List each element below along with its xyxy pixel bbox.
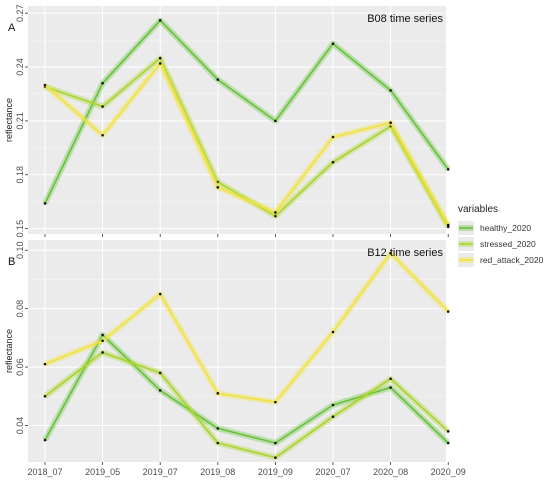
data-point: [389, 124, 392, 128]
data-point: [158, 371, 162, 375]
data-point: [446, 168, 450, 171]
y-tick-label: 0.08: [15, 300, 25, 318]
data-point: [216, 441, 220, 445]
y-tick-label: 0.06: [15, 358, 25, 376]
legend: variables healthy_2020 stressed_2020 red_at…: [458, 204, 544, 267]
series-line-stressed_2020: [44, 351, 449, 459]
data-point: [331, 160, 335, 164]
y-tick-label: 0.24: [15, 58, 25, 76]
legend-item-stressed_2020: stressed_2020: [480, 239, 536, 249]
data-point: [446, 441, 450, 445]
x-tick-label: 2020_07: [315, 467, 350, 477]
data-point: [216, 427, 220, 430]
panel-B: 0.04 0.06 0.08 0.10 2018_07 2019_05 2019_07 201…: [4, 240, 466, 477]
y-tick-label: 0.04: [15, 417, 25, 435]
data-point: [101, 333, 104, 337]
data-point: [389, 377, 392, 381]
data-point: [101, 351, 104, 354]
data-point: [216, 186, 220, 189]
y-axis-label: reflectance: [4, 98, 14, 142]
data-point: [101, 133, 104, 137]
data-point: [43, 362, 47, 366]
x-tick-label: 2018_07: [27, 467, 62, 477]
series-line-red_attack_2020: [44, 252, 449, 403]
x-tick-label: 2019_09: [258, 467, 293, 477]
legend-item-healthy_2020: healthy_2020: [480, 223, 531, 233]
data-point: [158, 389, 162, 392]
y-tick-label: 0.18: [15, 166, 25, 184]
data-point: [274, 214, 277, 218]
data-point: [158, 56, 162, 60]
legend-item-red_attack_2020: red_attack_2020: [480, 255, 544, 265]
x-tick-label: 2019_05: [85, 467, 120, 477]
x-tick-label: 2020_08: [373, 467, 408, 477]
y-axis-label: reflectance: [4, 329, 14, 373]
data-point: [274, 400, 277, 404]
data-point: [389, 251, 392, 255]
data-point: [389, 121, 392, 124]
data-point: [389, 89, 392, 92]
data-point: [331, 135, 335, 139]
series-line-red_attack_2020: [44, 62, 449, 226]
data-point: [274, 211, 277, 214]
series-line-healthy_2020: [44, 19, 449, 204]
y-tick-label: 0.15: [15, 220, 25, 238]
data-point: [274, 119, 277, 123]
data-point: [446, 223, 450, 227]
data-point: [331, 415, 335, 419]
data-point: [158, 19, 162, 22]
data-point: [43, 394, 47, 398]
data-point: [446, 225, 450, 229]
data-point: [43, 438, 47, 442]
y-tick-label: 0.27: [15, 4, 25, 22]
panel-title: B08 time series: [367, 13, 443, 25]
x-tick-label: 2019_07: [143, 467, 178, 477]
data-point: [216, 392, 220, 395]
data-point: [216, 78, 220, 81]
data-point: [101, 105, 104, 108]
series-line-stressed_2020: [44, 57, 449, 228]
data-point: [216, 180, 220, 184]
y-tick-label: 0.21: [15, 112, 25, 130]
data-point: [331, 42, 335, 46]
data-point: [389, 386, 392, 389]
panel-label: A: [8, 22, 16, 34]
data-point: [158, 292, 162, 296]
x-tick-label: 2019_08: [200, 467, 235, 477]
data-point: [331, 330, 335, 334]
data-point: [43, 202, 47, 205]
data-point: [446, 310, 450, 313]
data-point: [331, 403, 335, 407]
data-point: [158, 62, 162, 65]
data-point: [101, 339, 104, 343]
data-point: [274, 441, 277, 445]
panel-label: B: [8, 256, 15, 268]
data-point: [101, 81, 104, 85]
panel-title: B12 time series: [367, 247, 443, 259]
y-tick-label: 0.10: [15, 241, 25, 259]
data-point: [446, 430, 450, 433]
series-line-healthy_2020: [44, 334, 449, 444]
data-point: [43, 83, 47, 87]
panel-A: 0.15 0.18 0.21 0.24 0.27 B08 time series Arefl…: [4, 4, 451, 238]
data-point: [274, 456, 277, 459]
legend-title: variables: [458, 204, 498, 215]
x-tick-label: 2020_09: [431, 467, 466, 477]
